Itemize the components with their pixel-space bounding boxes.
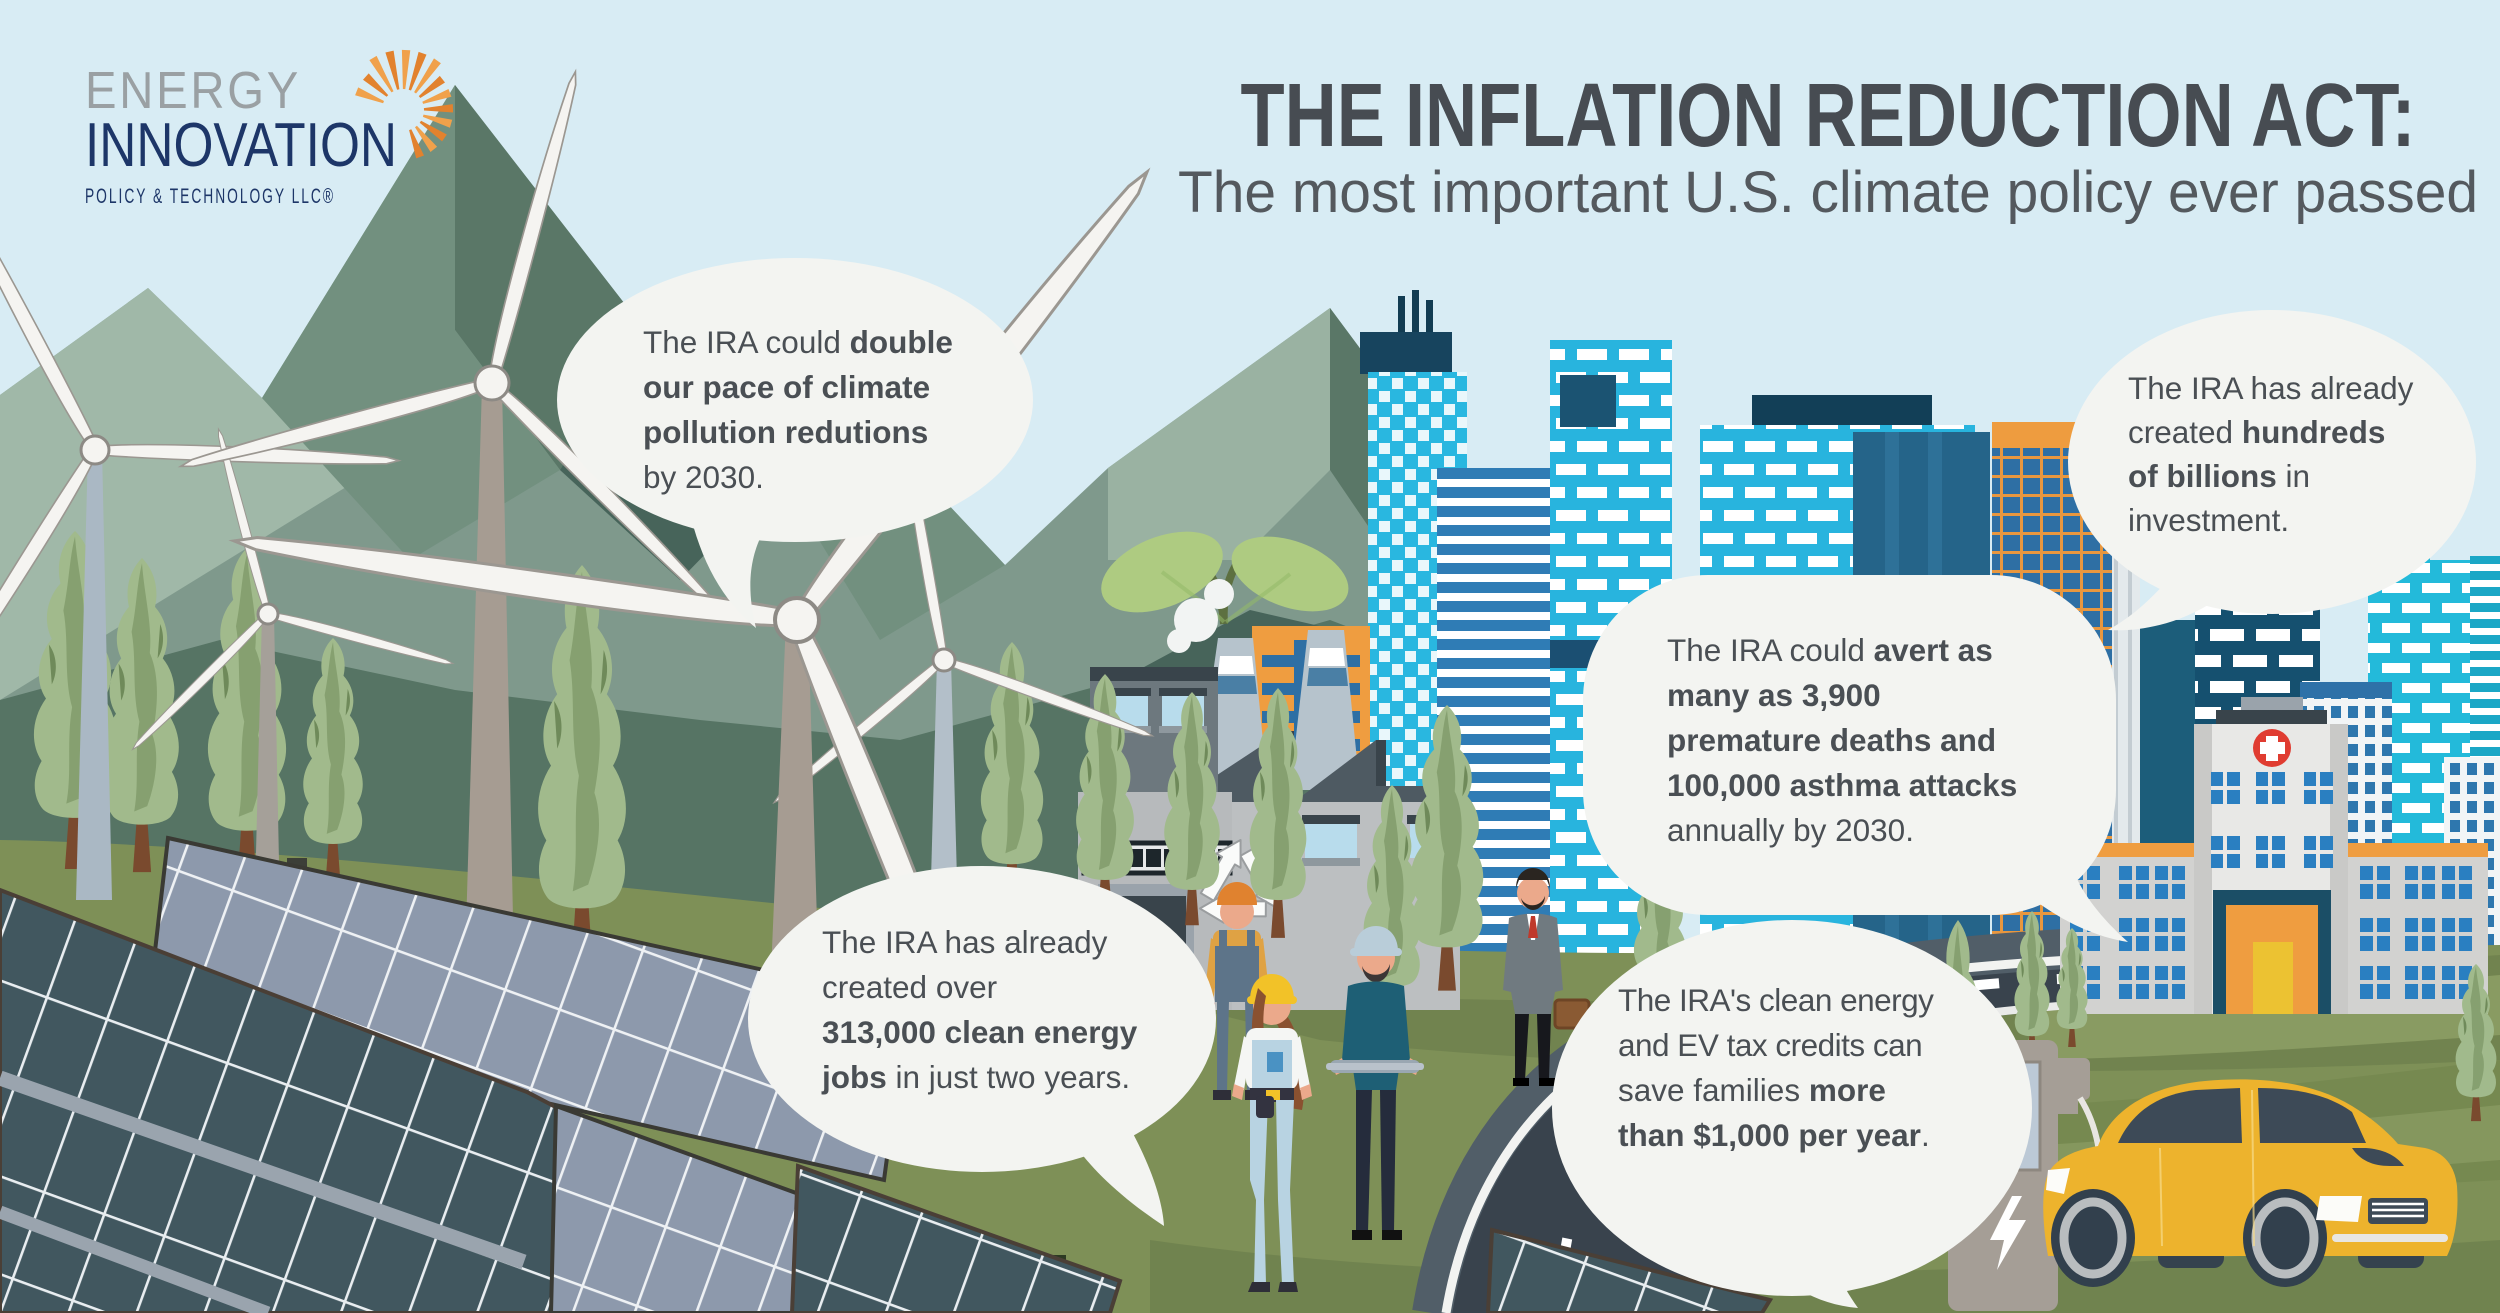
svg-text:many as 3,900: many as 3,900 (1667, 677, 1881, 713)
svg-text:The IRA's clean energy: The IRA's clean energy (1618, 982, 1934, 1018)
svg-text:The IRA could double: The IRA could double (643, 324, 953, 360)
svg-text:The most important U.S. climat: The most important U.S. climate policy e… (1178, 160, 2478, 225)
svg-text:investment.: investment. (2128, 502, 2289, 538)
svg-text:and EV tax credits can: and EV tax credits can (1618, 1027, 1922, 1063)
svg-text:of billions in: of billions in (2128, 458, 2310, 494)
svg-text:THE INFLATION REDUCTION ACT:: THE INFLATION REDUCTION ACT: (1241, 66, 2416, 166)
svg-text:ENERGY: ENERGY (85, 62, 301, 120)
svg-text:INNOVATION: INNOVATION (85, 111, 397, 180)
svg-text:our pace of climate: our pace of climate (643, 369, 930, 405)
svg-text:313,000 clean energy: 313,000 clean energy (822, 1014, 1138, 1050)
svg-text:by 2030.: by 2030. (643, 459, 764, 495)
svg-text:than $1,000 per year.: than $1,000 per year. (1618, 1117, 1930, 1153)
svg-text:created hundreds: created hundreds (2128, 414, 2385, 450)
svg-text:The IRA has already: The IRA has already (2128, 370, 2414, 406)
svg-text:POLICY & TECHNOLOGY LLC®: POLICY & TECHNOLOGY LLC® (85, 185, 335, 208)
svg-text:100,000 asthma attacks: 100,000 asthma attacks (1667, 767, 2017, 803)
svg-text:created over: created over (822, 969, 997, 1005)
svg-text:annually by 2030.: annually by 2030. (1667, 812, 1914, 848)
svg-text:The IRA has already: The IRA has already (822, 924, 1108, 960)
svg-text:jobs in just two years.: jobs in just two years. (821, 1059, 1130, 1095)
svg-text:save families more: save families more (1618, 1072, 1886, 1108)
svg-text:pollution redutions: pollution redutions (643, 414, 928, 450)
svg-text:The IRA could avert as: The IRA could avert as (1667, 632, 1993, 668)
svg-text:premature deaths and: premature deaths and (1667, 722, 1996, 758)
